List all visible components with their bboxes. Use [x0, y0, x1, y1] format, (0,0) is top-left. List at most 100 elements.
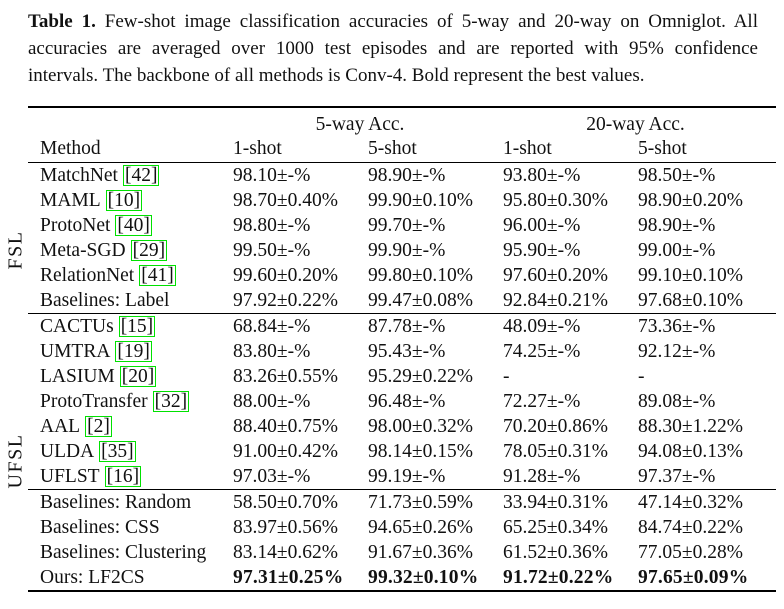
- accuracy-value: 87.78±-%: [368, 315, 446, 337]
- method-cell: Baselines: Label: [28, 288, 225, 314]
- method-name: ProtoNet: [40, 214, 111, 236]
- method-cell: AAL [2]: [28, 414, 225, 439]
- accuracy-value: 95.80±0.30%: [503, 189, 608, 211]
- accuracy-value: 95.90±-%: [503, 239, 581, 261]
- row-group-label-ufsl: UFSL: [4, 433, 27, 489]
- column-group-5way: 5-way Acc.: [315, 114, 405, 135]
- accuracy-value: 98.00±0.32%: [368, 415, 473, 437]
- method-cell: LASIUM [20]: [28, 364, 225, 389]
- table-header: 5-way Acc. 20-way Acc. Method 1-shot 5-s…: [28, 107, 776, 163]
- table-row: Baselines: CSS 83.97±0.56% 94.65±0.26% 65.2…: [28, 515, 776, 540]
- accuracy-value: 97.68±0.10%: [638, 289, 743, 311]
- accuracy-value: 98.80±-%: [233, 214, 311, 236]
- method-cell: Baselines: Random: [28, 490, 225, 516]
- accuracy-value: 83.80±-%: [233, 340, 311, 362]
- method-name: Baselines: CSS: [40, 516, 160, 538]
- accuracy-value: 61.52±0.36%: [503, 541, 608, 563]
- caption-line-2: accuracies are averaged over 1000 test e…: [28, 38, 758, 59]
- column-header-row: Method 1-shot 5-shot 1-shot 5-shot: [28, 136, 776, 163]
- accuracy-value: -: [638, 365, 645, 387]
- table-row: LASIUM [20] 83.26±0.55% 95.29±0.22% - -: [28, 364, 776, 389]
- method-cell: Baselines: Clustering: [28, 540, 225, 565]
- accuracy-value: 98.90±-%: [368, 164, 446, 186]
- accuracy-value: 97.60±0.20%: [503, 264, 608, 286]
- accuracy-value: 97.03±-%: [233, 465, 311, 487]
- header-20way-1shot: 1-shot: [503, 138, 552, 159]
- accuracy-value: 96.00±-%: [503, 214, 581, 236]
- method-name: ULDA: [40, 440, 95, 462]
- method-name: LASIUM: [40, 365, 115, 387]
- header-5way-5shot: 5-shot: [368, 138, 417, 159]
- accuracy-value: 72.27±-%: [503, 390, 581, 412]
- table-row: RelationNet [41] 99.60±0.20% 99.80±0.10% 97.…: [28, 263, 776, 288]
- method-cell: Ours: LF2CS: [28, 565, 225, 591]
- accuracy-value: 74.25±-%: [503, 340, 581, 362]
- accuracy-value: 97.65±0.09%: [638, 566, 749, 588]
- table-row: MatchNet [42] 98.10±-% 98.90±-% 93.80±-% 98.5…: [28, 163, 776, 189]
- citation-link[interactable]: [16]: [104, 465, 142, 487]
- citation-link[interactable]: [32]: [152, 390, 190, 412]
- accuracy-value: 78.05±0.31%: [503, 440, 608, 462]
- citation-link[interactable]: [40]: [115, 214, 152, 236]
- group-ufsl: CACTUs [15] 68.84±-% 87.78±-% 48.09±-% 73.36±…: [28, 313, 776, 490]
- citation-link[interactable]: [2]: [85, 415, 112, 437]
- accuracy-value: -: [503, 365, 510, 387]
- accuracy-value: 97.37±-%: [638, 465, 716, 487]
- citation-link[interactable]: [10]: [105, 189, 143, 211]
- citation-link[interactable]: [20]: [119, 365, 157, 387]
- accuracy-value: 93.80±-%: [503, 164, 581, 186]
- table-row: UFLST [16] 97.03±-% 99.19±-% 91.28±-% 97.37±-…: [28, 464, 776, 490]
- method-name: RelationNet: [40, 264, 135, 286]
- citation-link[interactable]: [41]: [139, 264, 176, 286]
- method-cell: Meta-SGD [29]: [28, 238, 225, 263]
- accuracy-value: 83.97±0.56%: [233, 516, 338, 538]
- table-row: Ours: LF2CS 97.31±0.25% 99.32±0.10% 91.72±0…: [28, 565, 776, 591]
- method-name: Baselines: Label: [40, 289, 170, 311]
- table-row: ProtoNet [40] 98.80±-% 99.70±-% 96.00±-% 98.9…: [28, 213, 776, 238]
- accuracy-value: 92.84±0.21%: [503, 289, 608, 311]
- accuracy-value: 97.92±0.22%: [233, 289, 338, 311]
- method-cell: ProtoNet [40]: [28, 213, 225, 238]
- method-name: Meta-SGD: [40, 239, 126, 261]
- caption-label: Table 1.: [28, 11, 96, 32]
- table-row: CACTUs [15] 68.84±-% 87.78±-% 48.09±-% 73.36±…: [28, 314, 776, 340]
- table-row: Meta-SGD [29] 99.50±-% 99.90±-% 95.90±-% 99.0…: [28, 238, 776, 263]
- table-row: MAML [10] 98.70±0.40% 99.90±0.10% 95.80±0.30…: [28, 188, 776, 213]
- accuracy-value: 94.08±0.13%: [638, 440, 743, 462]
- accuracy-value: 98.70±0.40%: [233, 189, 338, 211]
- accuracy-value: 98.90±0.20%: [638, 189, 743, 211]
- header-5way-1shot: 1-shot: [233, 138, 282, 159]
- accuracy-value: 88.00±-%: [233, 390, 311, 412]
- citation-link[interactable]: [29]: [130, 239, 168, 261]
- table-row: ProtoTransfer [32] 88.00±-% 96.48±-% 72.27±-…: [28, 389, 776, 414]
- method-name: MAML: [40, 189, 101, 211]
- accuracy-value: 96.48±-%: [368, 390, 446, 412]
- accuracy-value: 98.90±-%: [638, 214, 716, 236]
- accuracy-value: 88.40±0.75%: [233, 415, 338, 437]
- accuracy-value: 99.90±-%: [368, 239, 446, 261]
- citation-link[interactable]: [19]: [115, 340, 152, 362]
- citation-link[interactable]: [15]: [118, 315, 156, 337]
- accuracy-value: 33.94±0.31%: [503, 491, 608, 513]
- results-table: 5-way Acc. 20-way Acc. Method 1-shot 5-s…: [28, 106, 776, 592]
- accuracy-value: 83.26±0.55%: [233, 365, 338, 387]
- caption-line-1: Table 1. Few-shot image classification a…: [28, 8, 758, 35]
- table-row: Baselines: Label 97.92±0.22% 99.47±0.08% 92…: [28, 288, 776, 314]
- citation-link[interactable]: [42]: [122, 164, 160, 186]
- citation-link[interactable]: [35]: [99, 440, 136, 462]
- accuracy-value: 99.90±0.10%: [368, 189, 473, 211]
- accuracy-value: 91.72±0.22%: [503, 566, 614, 588]
- accuracy-value: 58.50±0.70%: [233, 491, 338, 513]
- accuracy-value: 73.36±-%: [638, 315, 716, 337]
- empty-header-cell: [28, 107, 225, 136]
- accuracy-value: 91.00±0.42%: [233, 440, 338, 462]
- method-cell: ProtoTransfer [32]: [28, 389, 225, 414]
- method-cell: RelationNet [41]: [28, 263, 225, 288]
- accuracy-value: 99.19±-%: [368, 465, 446, 487]
- method-name: UFLST: [40, 465, 100, 487]
- method-cell: Baselines: CSS: [28, 515, 225, 540]
- accuracy-value: 48.09±-%: [503, 315, 581, 337]
- accuracy-value: 98.50±-%: [638, 164, 716, 186]
- accuracy-value: 65.25±0.34%: [503, 516, 608, 538]
